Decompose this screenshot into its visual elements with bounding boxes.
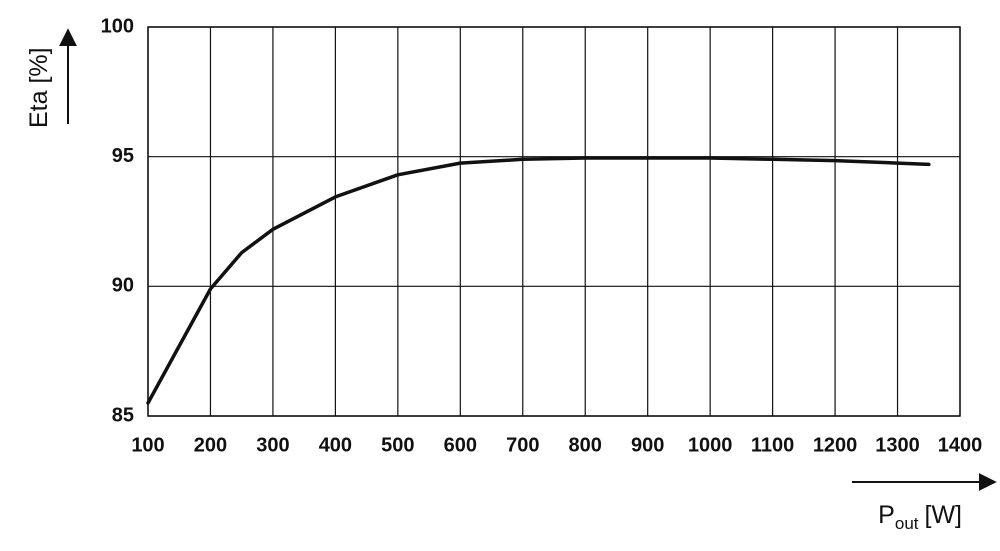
- x-tick-label: 1000: [688, 434, 733, 456]
- x-title-main: P: [878, 501, 895, 529]
- x-tick-label: 900: [631, 434, 664, 456]
- y-tick-label: 85: [112, 404, 134, 426]
- x-tick-label: 1400: [938, 434, 983, 456]
- x-tick-label: 800: [569, 434, 602, 456]
- x-title-unit: [W]: [925, 501, 963, 529]
- x-tick-label: 600: [444, 434, 477, 456]
- plot-frame: [147, 26, 961, 417]
- x-title-sub: out: [895, 514, 919, 533]
- x-tick-label: 1300: [875, 434, 920, 456]
- x-tick-label: 1200: [813, 434, 858, 456]
- y-tick-label: 90: [112, 275, 134, 297]
- x-tick-label: 700: [506, 434, 539, 456]
- x-tick-label: 1100: [751, 434, 794, 456]
- x-tick-label: 200: [194, 434, 227, 456]
- y-tick-label: 100: [101, 15, 134, 37]
- data-line: [146, 156, 931, 405]
- x-tick-label: 100: [131, 434, 164, 456]
- x-tick-label: 400: [319, 434, 352, 456]
- x-tick-label: 300: [256, 434, 289, 456]
- x-tick-label: 500: [381, 434, 414, 456]
- x-axis-title: Pout [W]: [878, 501, 962, 533]
- y-axis-title: Eta [%]: [25, 47, 53, 128]
- y-tick-label: 95: [112, 145, 134, 167]
